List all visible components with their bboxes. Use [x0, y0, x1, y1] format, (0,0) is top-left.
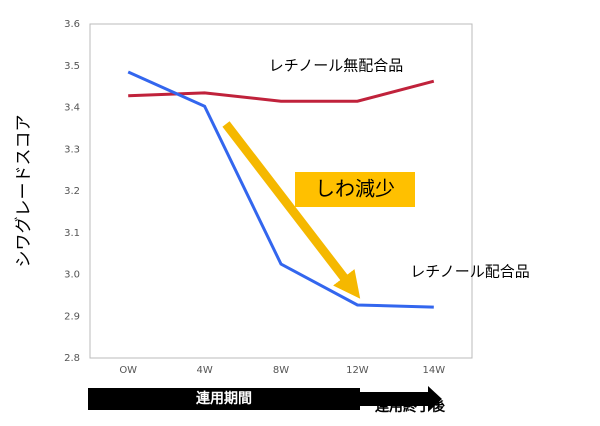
- y-axis-label: シワグレードスコア: [14, 115, 34, 268]
- series-line: [127, 70, 434, 309]
- after-label: 連用終了後: [375, 398, 446, 415]
- y-tick-label: 3.2: [64, 186, 80, 197]
- y-tick-label: 3.4: [64, 103, 80, 114]
- y-tick-label: 3.1: [64, 228, 80, 239]
- x-tick-label: 14W: [422, 365, 445, 376]
- period-label: 連用期間: [196, 390, 252, 407]
- decrease-arrow: [222, 121, 361, 299]
- period-arrow: [360, 386, 442, 412]
- series-label: レチノール無配合品: [269, 57, 404, 75]
- x-tick-label: 8W: [273, 365, 289, 376]
- y-tick-label: 3.3: [64, 144, 80, 155]
- decrease-label: しわ減少: [315, 177, 395, 201]
- series-label: レチノール配合品: [410, 263, 530, 281]
- plot-area: [89, 23, 473, 359]
- y-tick-label: 2.8: [64, 353, 80, 364]
- y-tick-label: 3.0: [64, 270, 80, 281]
- x-tick-label: 4W: [196, 365, 212, 376]
- y-tick-label: 3.5: [64, 61, 80, 72]
- period-bar: [88, 388, 360, 410]
- y-tick-label: 3.6: [64, 19, 80, 30]
- decrease-box: [295, 172, 415, 207]
- x-tick-label: OW: [119, 365, 137, 376]
- y-tick-label: 2.9: [64, 311, 80, 322]
- x-tick-label: 12W: [346, 365, 369, 376]
